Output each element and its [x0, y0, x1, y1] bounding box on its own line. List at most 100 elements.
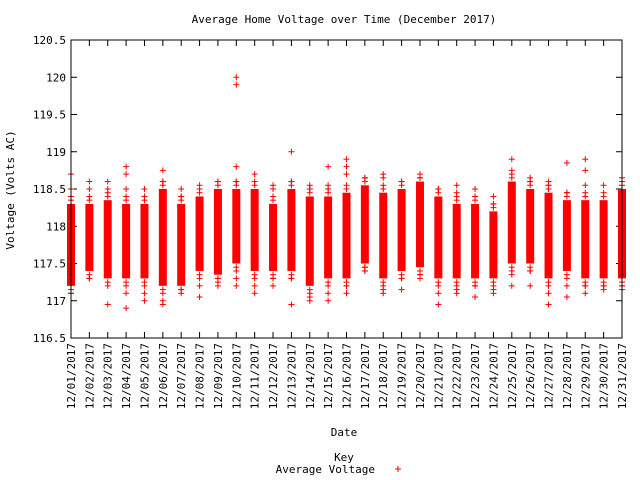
plus-marker — [380, 182, 387, 189]
day-readings — [581, 156, 590, 297]
x-tick-label: 12/26/2017 — [524, 343, 537, 409]
outlier-plus-marker — [343, 282, 350, 289]
outlier-plus-marker — [545, 290, 552, 297]
outlier-plus-marker — [233, 275, 240, 282]
outlier-plus-marker — [527, 178, 534, 185]
x-tick-label: 12/24/2017 — [487, 343, 500, 409]
outlier-plus-marker — [196, 282, 203, 289]
x-tick-label: 12/06/2017 — [157, 343, 170, 409]
plus-marker — [545, 282, 552, 289]
voltage-range-band — [526, 189, 535, 264]
outlier-plus-marker — [233, 282, 240, 289]
day-readings — [158, 167, 167, 308]
voltage-range-band — [122, 203, 131, 279]
outlier-plus-marker — [563, 159, 570, 166]
outlier-plus-marker — [435, 186, 442, 192]
plus-marker — [600, 189, 607, 196]
voltage-range-band — [452, 203, 461, 279]
day-readings — [526, 174, 535, 289]
outlier-plus-marker — [123, 171, 130, 178]
day-readings — [85, 178, 94, 282]
day-readings — [599, 182, 608, 293]
outlier-plus-marker — [325, 290, 332, 297]
plus-marker — [582, 189, 589, 196]
outlier-plus-marker — [453, 290, 460, 297]
x-tick-label: 12/28/2017 — [561, 343, 574, 409]
plus-marker — [233, 267, 240, 274]
outlier-plus-marker — [104, 301, 111, 308]
outlier-plus-marker — [233, 163, 240, 170]
day-readings — [489, 193, 498, 297]
outlier-plus-marker — [251, 290, 258, 297]
outlier-plus-marker — [251, 282, 258, 289]
x-tick-label: 12/18/2017 — [377, 343, 390, 409]
outlier-plus-marker — [343, 290, 350, 297]
outlier-plus-marker — [288, 301, 295, 308]
voltage-range-band — [305, 196, 314, 286]
outlier-plus-marker — [159, 167, 166, 174]
voltage-range-band — [360, 185, 369, 264]
day-readings — [342, 156, 351, 297]
outlier-plus-marker — [508, 282, 515, 289]
outlier-plus-marker — [178, 193, 185, 200]
outlier-plus-marker — [582, 167, 589, 174]
voltage-range-band — [599, 200, 608, 279]
outlier-plus-marker — [398, 178, 405, 185]
outlier-plus-marker — [361, 267, 368, 274]
outlier-plus-marker — [251, 171, 258, 178]
voltage-range-band — [379, 192, 388, 279]
day-readings — [250, 171, 259, 297]
y-tick-label: 116.5 — [33, 332, 66, 345]
outlier-plus-marker — [288, 148, 295, 155]
outlier-plus-marker — [416, 275, 423, 282]
outlier-plus-marker — [453, 182, 460, 189]
outlier-plus-marker — [86, 186, 93, 192]
x-tick-label: 12/22/2017 — [451, 343, 464, 409]
outlier-plus-marker — [582, 182, 589, 189]
day-readings — [232, 74, 241, 289]
x-tick-label: 12/25/2017 — [506, 343, 519, 409]
outlier-plus-marker — [306, 297, 313, 304]
day-readings — [415, 171, 424, 282]
outlier-plus-marker — [435, 290, 442, 297]
outlier-plus-marker — [86, 275, 93, 282]
x-tick-label: 12/20/2017 — [414, 343, 427, 409]
outlier-plus-marker — [490, 200, 497, 207]
outlier-plus-marker — [104, 178, 111, 185]
voltage-range-band — [324, 196, 333, 279]
y-tick-label: 117 — [46, 295, 66, 308]
day-readings — [195, 182, 204, 301]
outlier-plus-marker — [233, 81, 240, 88]
y-axis-label: Voltage (Volts AC) — [4, 130, 17, 249]
outlier-plus-marker — [563, 282, 570, 289]
outlier-plus-marker — [196, 182, 203, 189]
outlier-plus-marker — [545, 301, 552, 308]
plus-marker — [325, 282, 332, 289]
outlier-plus-marker — [527, 282, 534, 289]
outlier-plus-marker — [508, 167, 515, 174]
voltage-range-band — [103, 200, 112, 279]
day-readings — [305, 182, 314, 304]
outlier-plus-marker — [343, 163, 350, 170]
day-readings — [140, 186, 149, 304]
day-readings — [103, 178, 112, 308]
x-tick-label: 12/02/2017 — [83, 343, 96, 409]
plus-marker — [343, 182, 350, 189]
day-readings — [213, 178, 222, 289]
x-tick-label: 12/01/2017 — [65, 343, 78, 409]
day-readings — [471, 186, 480, 301]
outlier-plus-marker — [582, 290, 589, 297]
outlier-plus-marker — [508, 156, 515, 163]
outlier-plus-marker — [141, 186, 148, 192]
voltage-range-band — [581, 200, 590, 279]
voltage-range-band — [232, 189, 241, 264]
day-readings — [434, 186, 443, 308]
plot-frame — [70, 39, 623, 339]
outlier-plus-marker — [398, 275, 405, 282]
x-tick-label: 12/07/2017 — [175, 343, 188, 409]
outlier-plus-marker — [545, 182, 552, 189]
day-readings — [507, 156, 516, 289]
voltage-range-band — [415, 181, 424, 268]
outlier-plus-marker — [453, 189, 460, 196]
outlier-plus-marker — [123, 290, 130, 297]
